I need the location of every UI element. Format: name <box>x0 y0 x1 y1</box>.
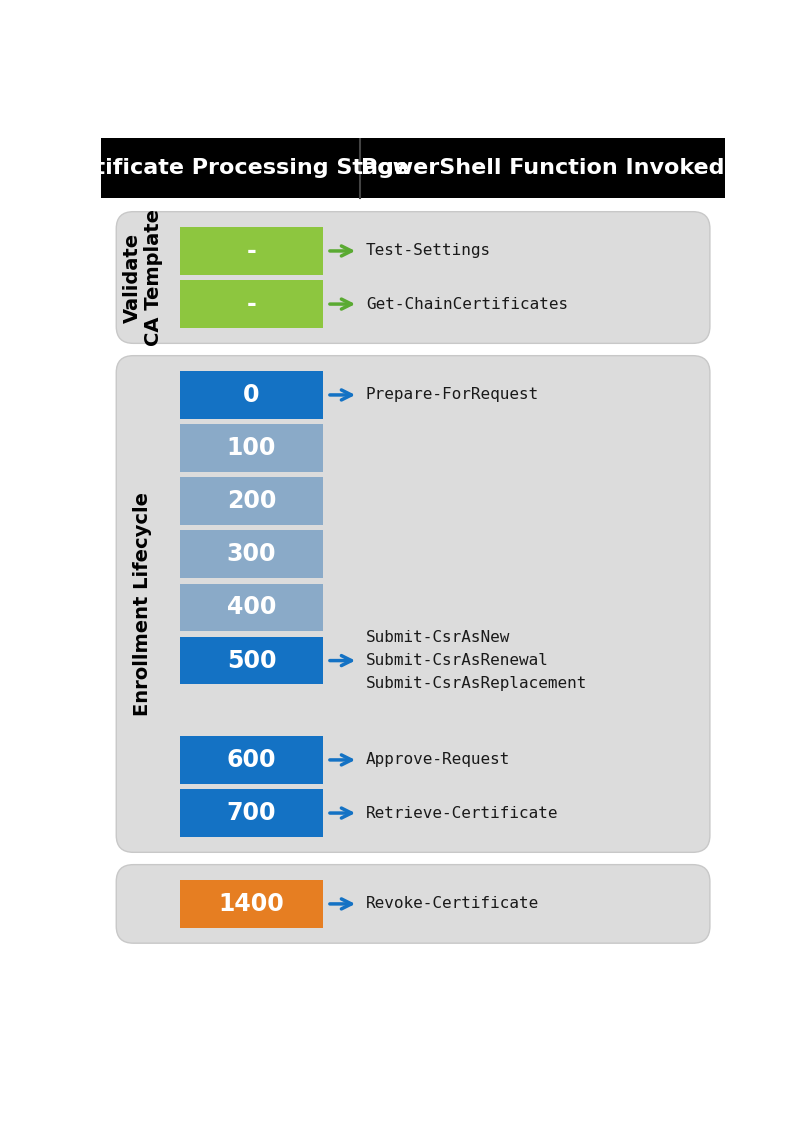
Text: Enrollment Lifecycle: Enrollment Lifecycle <box>134 492 152 716</box>
Text: -: - <box>247 292 256 316</box>
Text: Test-Settings: Test-Settings <box>366 243 491 258</box>
FancyBboxPatch shape <box>180 789 323 837</box>
FancyBboxPatch shape <box>116 356 710 852</box>
Text: PowerShell Function Invoked: PowerShell Function Invoked <box>361 157 725 178</box>
FancyBboxPatch shape <box>116 211 710 343</box>
Text: 300: 300 <box>226 542 276 566</box>
FancyBboxPatch shape <box>116 864 710 944</box>
Text: 0: 0 <box>243 383 260 406</box>
Text: Prepare-ForRequest: Prepare-ForRequest <box>366 387 539 403</box>
FancyBboxPatch shape <box>180 478 323 525</box>
FancyBboxPatch shape <box>180 227 323 274</box>
Text: Validate
CA Template: Validate CA Template <box>123 209 164 346</box>
Text: 500: 500 <box>226 649 276 673</box>
Text: 700: 700 <box>226 801 276 825</box>
Text: Submit-CsrAsRenewal: Submit-CsrAsRenewal <box>366 653 549 668</box>
FancyBboxPatch shape <box>180 280 323 328</box>
Text: Approve-Request: Approve-Request <box>366 752 510 767</box>
FancyBboxPatch shape <box>180 425 323 472</box>
FancyBboxPatch shape <box>180 736 323 784</box>
FancyBboxPatch shape <box>180 583 323 631</box>
Text: Submit-CsrAsNew: Submit-CsrAsNew <box>366 630 510 645</box>
Text: -: - <box>247 239 256 263</box>
Text: 1400: 1400 <box>218 892 285 916</box>
FancyBboxPatch shape <box>180 371 323 419</box>
Text: 200: 200 <box>226 489 276 513</box>
FancyBboxPatch shape <box>180 637 323 684</box>
Text: 400: 400 <box>226 596 276 620</box>
Text: Certificate Processing Stage: Certificate Processing Stage <box>52 157 409 178</box>
Text: Revoke-Certificate: Revoke-Certificate <box>366 897 539 912</box>
FancyBboxPatch shape <box>180 881 323 928</box>
Text: Submit-CsrAsReplacement: Submit-CsrAsReplacement <box>366 676 588 691</box>
Text: 600: 600 <box>226 747 276 771</box>
Text: Get-ChainCertificates: Get-ChainCertificates <box>366 296 568 311</box>
FancyBboxPatch shape <box>101 138 725 197</box>
Text: Retrieve-Certificate: Retrieve-Certificate <box>366 806 559 821</box>
FancyBboxPatch shape <box>180 530 323 579</box>
Text: 100: 100 <box>226 436 276 460</box>
